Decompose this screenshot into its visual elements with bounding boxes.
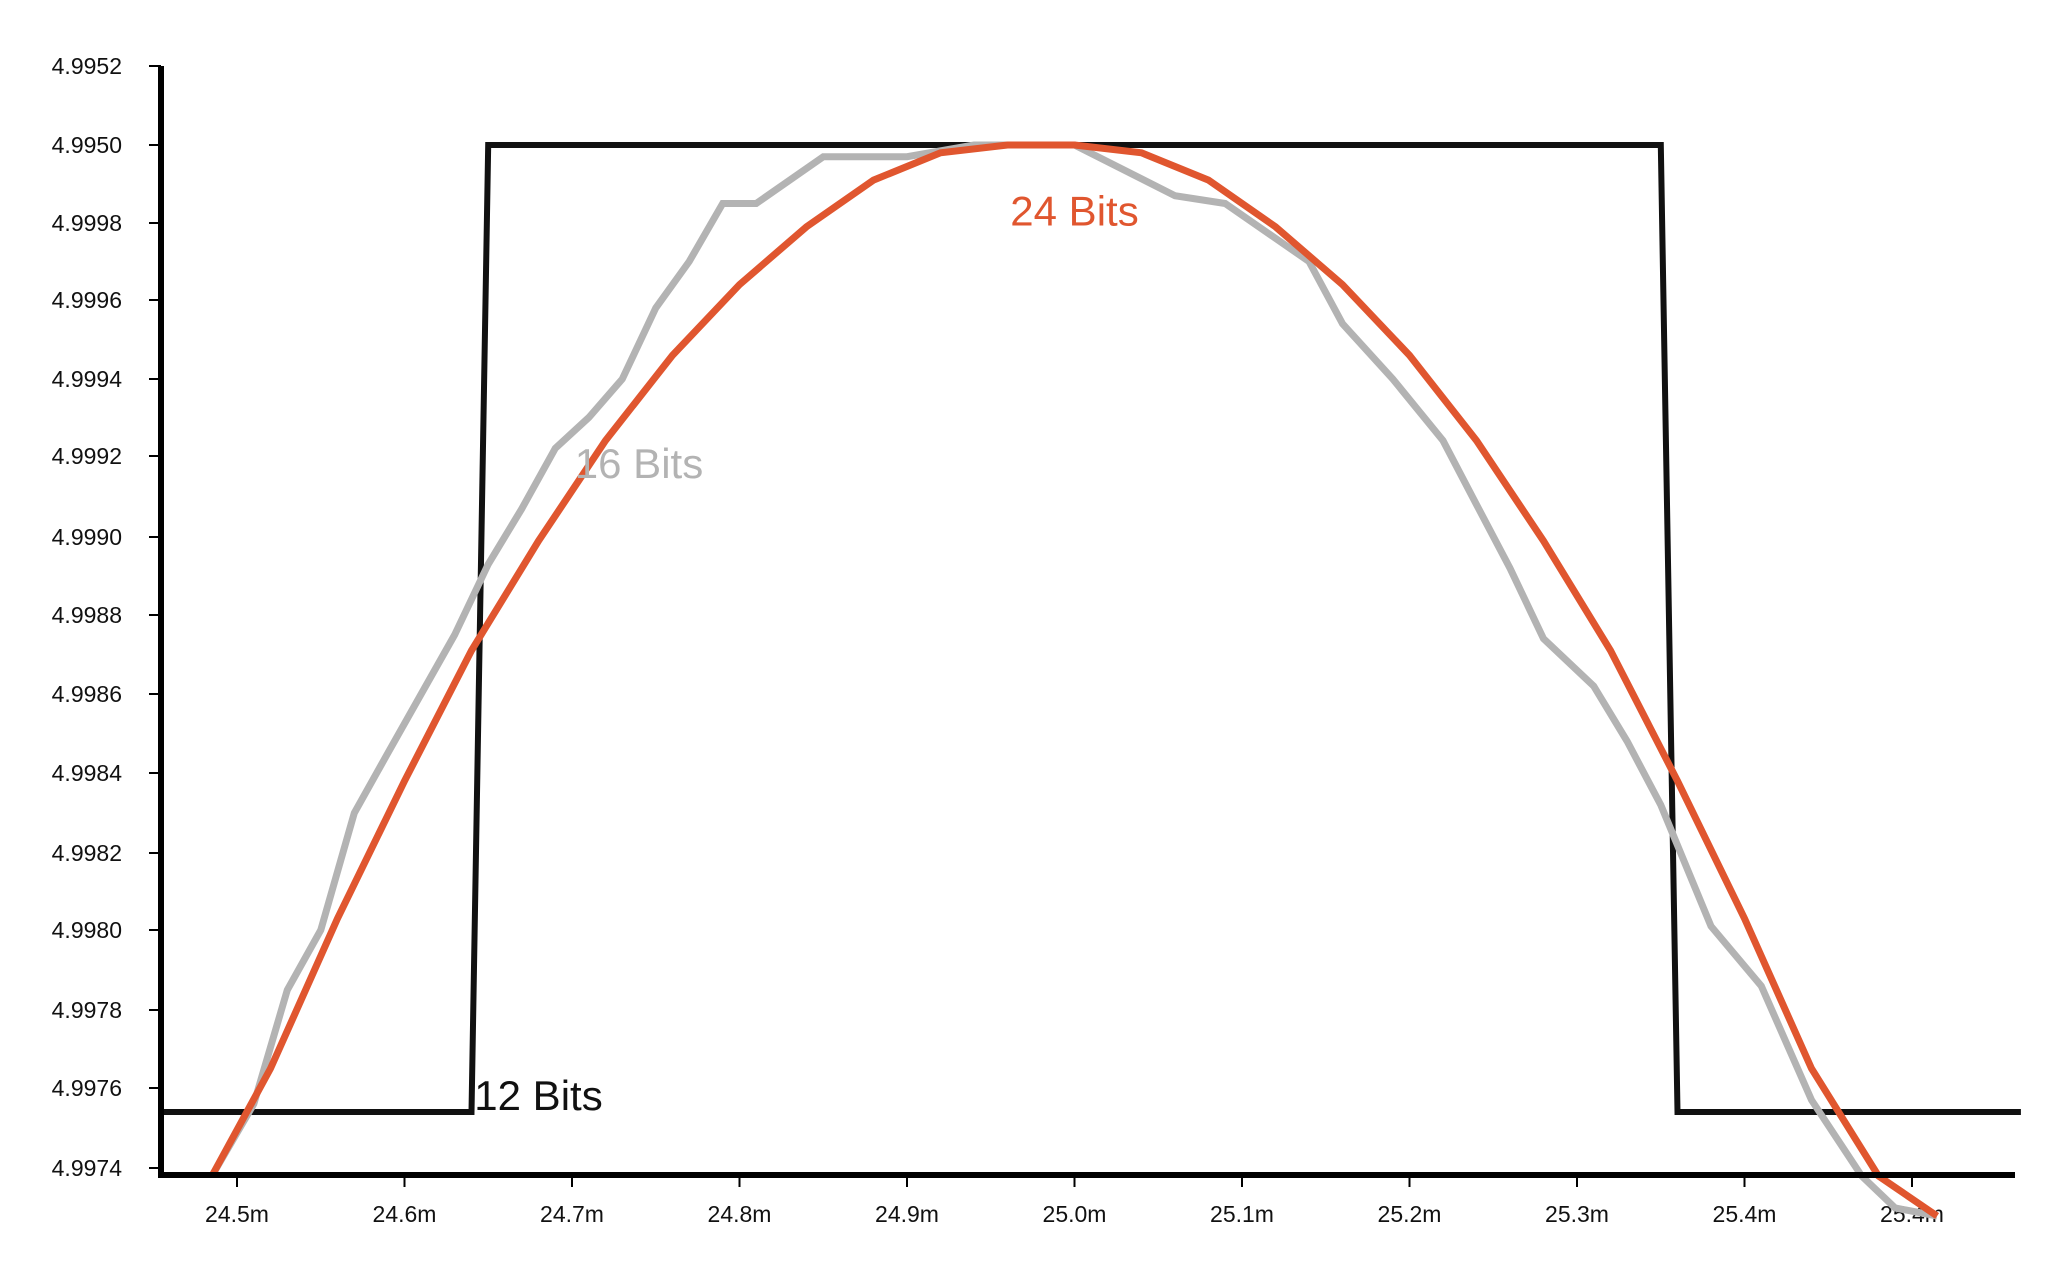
series-label-16-bits: 16 Bits	[575, 440, 703, 487]
series-label-24-bits: 24 Bits	[1010, 187, 1138, 234]
y-tick-label: 4.9994	[52, 366, 123, 392]
y-tick-label: 4.9976	[52, 1075, 122, 1101]
series-layer	[161, 141, 2021, 1220]
x-axis-ticks: 24.5m 24.6m 24.7m 24.8m 24.9m 25.0m 25.1m 25.2m…	[205, 1175, 1944, 1227]
y-tick-label: 4.9980	[52, 917, 122, 943]
y-tick-label: 4.9988	[52, 602, 122, 628]
y-tick-label: 4.9992	[52, 443, 122, 469]
y-tick-label: 4.9952	[52, 53, 122, 79]
series-line-16-bits	[208, 141, 1938, 1220]
x-tick-label: 24.9m	[875, 1201, 939, 1227]
y-axis-ticks: 4.9952 4.9950 4.9998 4.9996 4.9994 4.9992 4.99…	[52, 53, 161, 1181]
series-label-12-bits: 12 Bits	[474, 1072, 602, 1119]
x-tick-label: 25.2m	[1378, 1201, 1442, 1227]
series-line-24-bits	[208, 141, 1940, 1219]
y-tick-label: 4.9974	[52, 1155, 123, 1181]
x-tick-label: 25.4m	[1713, 1201, 1777, 1227]
y-tick-label: 4.9982	[52, 840, 122, 866]
x-tick-label: 25.1m	[1210, 1201, 1274, 1227]
x-tick-label: 24.6m	[373, 1201, 437, 1227]
y-tick-label: 4.9984	[52, 760, 123, 786]
y-tick-label: 4.9996	[52, 287, 122, 313]
x-tick-label: 25.3m	[1545, 1201, 1609, 1227]
x-tick-label: 24.7m	[540, 1201, 604, 1227]
annotation-layer: 24 Bits 16 Bits 12 Bits	[474, 187, 1138, 1119]
x-tick-label: 24.8m	[708, 1201, 772, 1227]
x-tick-label: 25.0m	[1043, 1201, 1107, 1227]
y-tick-label: 4.9986	[52, 681, 122, 707]
y-tick-label: 4.9990	[52, 524, 122, 550]
y-tick-label: 4.9978	[52, 997, 122, 1023]
y-tick-label: 4.9950	[52, 132, 122, 158]
x-tick-label: 24.5m	[205, 1201, 269, 1227]
y-tick-label: 4.9998	[52, 210, 122, 236]
